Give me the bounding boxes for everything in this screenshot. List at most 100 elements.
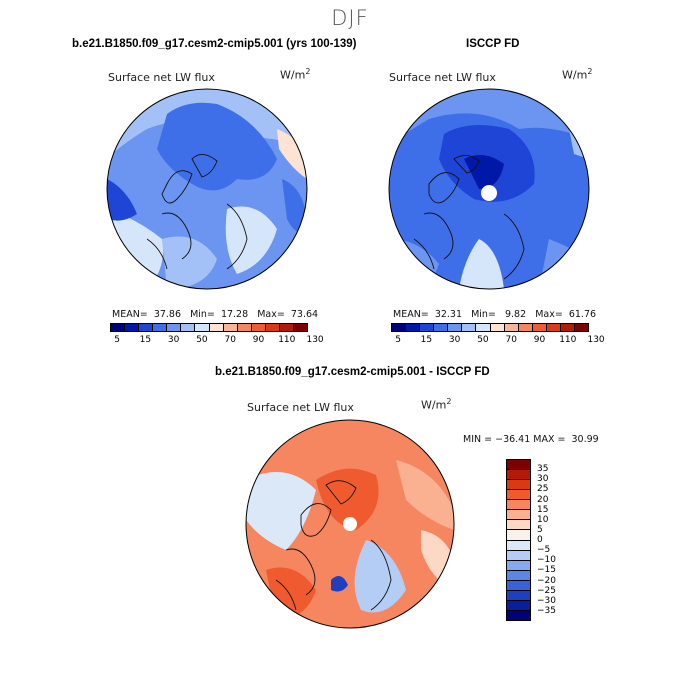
colorbar-swatch: [546, 324, 561, 331]
colorbar-swatch: [507, 550, 530, 561]
colorbar-tick-label: 130: [587, 335, 605, 345]
colorbar-tick-label: 30: [448, 335, 461, 345]
colorbar-swatch: [420, 324, 435, 331]
colorbar-tick-label: 90: [533, 335, 546, 345]
panel1-units: W/m2: [280, 67, 311, 82]
colorbar-swatch: [209, 324, 224, 331]
panel1-field-atlantic: [107, 179, 137, 221]
colorbar-tick-label: 20: [537, 494, 549, 505]
panel3-variable-label: Surface net LW flux: [247, 401, 354, 414]
panel1-field-warm: [277, 129, 307, 179]
colorbar-swatch: [448, 324, 463, 331]
colorbar-tick-label: 70: [224, 335, 236, 345]
panel3-field-siberia-cool: [354, 540, 406, 613]
colorbar-tick-label: 15: [139, 335, 152, 345]
colorbar-swatch: [560, 324, 576, 331]
colorbar-swatch: [507, 470, 530, 481]
colorbar-tick-label: 30: [537, 474, 549, 485]
colorbar-tick-label: 130: [306, 335, 324, 345]
panel1-field-pacific: [282, 179, 307, 233]
panel2-colorbar: [391, 323, 589, 332]
colorbar-swatch: [507, 610, 530, 620]
colorbar-tick-label: −10: [537, 555, 556, 566]
panel3-field-cool-spot: [331, 576, 348, 592]
colorbar-swatch: [507, 560, 530, 571]
panel3-field-arctic-warm: [316, 468, 379, 530]
colorbar-swatch: [167, 324, 182, 331]
colorbar-swatch: [507, 540, 530, 551]
colorbar-tick-label: −25: [537, 585, 556, 596]
panel2-map-border: [388, 88, 590, 290]
colorbar-swatch: [507, 510, 530, 521]
panel2-units: W/m2: [562, 67, 593, 82]
panel2-field-core: [464, 155, 504, 189]
panel3-field-west-cool: [246, 472, 316, 550]
colorbar-swatch: [153, 324, 168, 331]
panel3-colorbar: [506, 459, 531, 621]
colorbar-swatch: [279, 324, 295, 331]
colorbar-tick-label: 50: [477, 335, 489, 345]
colorbar-swatch: [504, 324, 519, 331]
colorbar-swatch: [507, 600, 530, 611]
panel1-field-siberia: [162, 236, 217, 289]
colorbar-tick-label: 5: [114, 335, 120, 345]
panel2-variable-label: Surface net LW flux: [389, 71, 496, 84]
colorbar-swatch: [237, 324, 252, 331]
colorbar-swatch: [507, 570, 530, 581]
colorbar-swatch: [518, 324, 533, 331]
panel2-coastlines: [413, 155, 525, 280]
colorbar-tick-label: 30: [167, 335, 180, 345]
colorbar-swatch: [507, 580, 530, 591]
colorbar-swatch: [507, 500, 530, 511]
colorbar-tick-label: 15: [537, 504, 549, 515]
colorbar-tick-label: 35: [537, 464, 549, 475]
panel3-coastlines: [275, 480, 392, 611]
colorbar-swatch: [139, 324, 154, 331]
panel3-polar-map: [245, 419, 455, 629]
colorbar-swatch: [575, 324, 589, 331]
colorbar-tick-label: 90: [252, 335, 265, 345]
colorbar-tick-label: −5: [537, 545, 551, 556]
colorbar-swatch: [476, 324, 491, 331]
colorbar-swatch: [434, 324, 449, 331]
colorbar-swatch: [490, 324, 505, 331]
panel3-stats: MIN = −36.41 MAX = 30.99: [463, 434, 599, 445]
panel3-units: W/m2: [421, 397, 452, 412]
colorbar-swatch: [265, 324, 280, 331]
panel1-polar-map: [106, 88, 308, 290]
panel2-field-siberia: [459, 239, 504, 289]
colorbar-tick-label: −15: [537, 565, 556, 576]
colorbar-swatch: [195, 324, 210, 331]
colorbar-swatch: [181, 324, 196, 331]
panel1-colorbar-ticks: 5 15 30 50 70 90 110 130: [110, 335, 323, 347]
panel2-pole-hole: [481, 185, 497, 201]
panel1-map-border: [106, 88, 308, 290]
panel3-colorbar-ticks: 35 30 25 20 15 10 5 0 −5 −10 −15 −20 −25 −30 −35: [537, 459, 577, 621]
colorbar-swatch: [125, 324, 140, 331]
colorbar-swatch: [532, 324, 547, 331]
colorbar-swatch: [223, 324, 238, 331]
panel1-coastlines: [146, 154, 248, 270]
colorbar-tick-label: 5: [537, 524, 543, 535]
panel2-polar-map: [388, 88, 590, 290]
colorbar-swatch: [251, 324, 266, 331]
colorbar-swatch: [111, 324, 126, 331]
colorbar-tick-label: 5: [395, 335, 401, 345]
panel3-title: b.e21.B1850.f09_g17.cesm2-cmip5.001 - IS…: [215, 366, 490, 378]
panel1-field-arctic: [157, 102, 277, 191]
colorbar-tick-label: 0: [537, 535, 543, 545]
colorbar-tick-label: 110: [559, 335, 577, 345]
season-title: DJF: [331, 6, 369, 30]
colorbar-tick-label: 70: [505, 335, 517, 345]
colorbar-swatch: [507, 480, 530, 491]
panel1-stats: MEAN= 37.86 Min= 17.28 Max= 73.64: [112, 309, 319, 320]
colorbar-tick-label: 15: [420, 335, 433, 345]
colorbar-tick-label: 110: [278, 335, 296, 345]
panel1-colorbar: [110, 323, 308, 332]
panel3-map-border: [245, 419, 455, 629]
panel2-colorbar-ticks: 5 15 30 50 70 90 110 130: [391, 335, 604, 347]
colorbar-swatch: [462, 324, 477, 331]
panel1-title: b.e21.B1850.f09_g17.cesm2-cmip5.001 (yrs…: [72, 38, 357, 50]
colorbar-tick-label: 50: [196, 335, 208, 345]
colorbar-swatch: [392, 324, 407, 331]
